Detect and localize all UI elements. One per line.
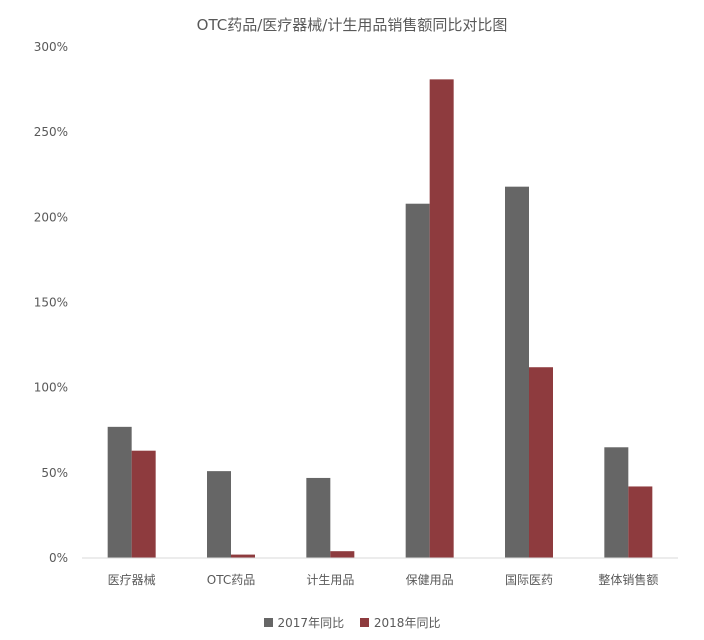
y-tick-label: 100% [34,381,68,395]
bar-2018-4 [529,367,553,558]
y-tick-label: 200% [34,210,68,224]
bar-2017-5 [604,447,629,558]
bar-2017-2 [306,477,331,558]
bar-2018-5 [628,486,653,558]
legend-item-2017: 2017年同比 [263,614,345,631]
bar-2018-2 [330,551,355,558]
legend: 2017年同比 2018年同比 [0,614,704,631]
bar-2017-3 [405,203,430,558]
bar-2018-0 [131,450,156,558]
bars-group [107,79,653,558]
legend-label-2018: 2018年同比 [373,616,441,630]
legend-item-2018: 2018年同比 [359,614,441,631]
y-tick-label: 300% [34,40,68,54]
chart-title: OTC药品/医疗器械/计生用品销售额同比对比图 [196,16,508,34]
bar-chart: 0% 50% 100% 150% 200% 250% 300% 医疗器械 OTC药品 计生用品 保… [34,40,678,587]
x-tick-label: 医疗器械 [108,572,156,587]
x-tick-label: OTC药品 [207,573,255,587]
x-tick-label: 国际医药 [505,573,553,587]
legend-label-2017: 2017年同比 [277,616,345,630]
x-tick-label: 计生用品 [306,573,354,587]
y-tick-label: 150% [34,296,68,310]
x-tick-label: 整体销售额 [598,572,658,587]
y-tick-label: 50% [41,466,68,480]
legend-swatch-2017 [263,618,273,627]
y-axis-ticks: 0% 50% 100% 150% 200% 250% 300% [34,40,68,565]
y-tick-label: 250% [34,125,68,139]
bar-2018-1 [231,554,255,558]
x-tick-label: 保健用品 [406,573,454,587]
bar-2017-0 [107,426,132,558]
legend-swatch-2018 [359,618,369,627]
y-tick-label: 0% [49,551,68,565]
bar-2018-3 [429,79,454,558]
bar-2017-1 [207,471,231,558]
x-axis-labels: 医疗器械 OTC药品 计生用品 保健用品 国际医药 整体销售额 [108,572,659,587]
bar-2017-4 [505,186,529,558]
